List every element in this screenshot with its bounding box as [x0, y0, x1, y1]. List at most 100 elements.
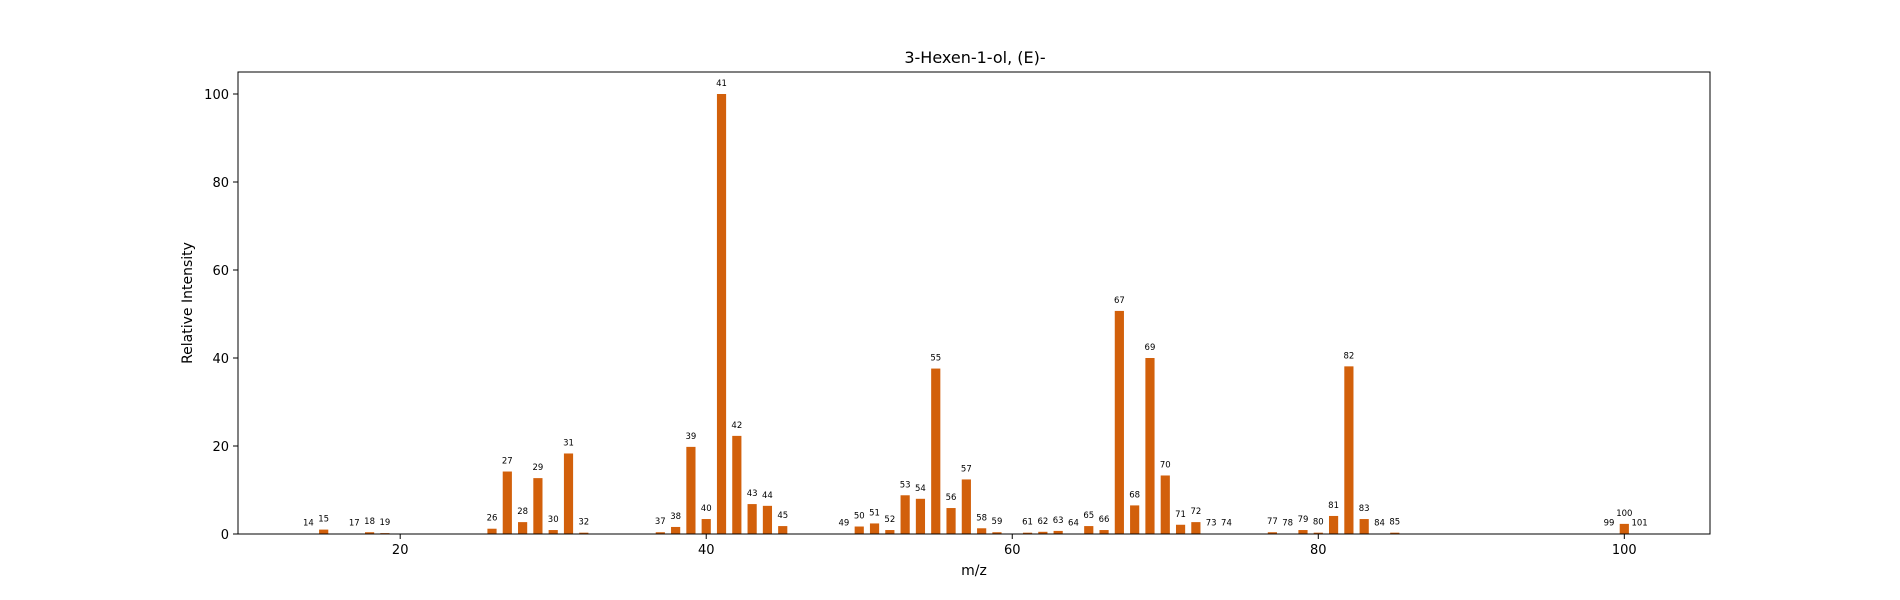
bar-label-mz-19: 19 [379, 518, 390, 528]
bar-label-mz-58: 58 [976, 513, 987, 523]
bar-mz-79 [1298, 530, 1308, 534]
bar-label-mz-42: 42 [731, 421, 742, 431]
bar-label-mz-54: 54 [915, 484, 926, 494]
bar-label-mz-77: 77 [1267, 517, 1278, 527]
bar-mz-72 [1191, 522, 1201, 534]
bar-mz-67 [1114, 310, 1124, 534]
x-tick-label-80: 80 [1310, 543, 1327, 558]
bar-label-mz-49: 49 [839, 519, 850, 529]
bar-label-mz-27: 27 [502, 457, 513, 467]
x-tick-label-60: 60 [1004, 543, 1021, 558]
bar-mz-66 [1099, 530, 1109, 534]
bar-label-mz-74: 74 [1221, 519, 1232, 529]
bar-label-mz-65: 65 [1083, 511, 1094, 521]
bar-label-mz-80: 80 [1313, 518, 1324, 528]
bar-labels-group: 14 15 17 18 19 26 27 28 29 30 31 32 37 38 39 40 41 42 43 44… [303, 79, 1648, 529]
bar-mz-38 [671, 526, 681, 534]
bar-mz-28 [518, 522, 528, 534]
bar-mz-65 [1084, 526, 1094, 534]
bar-label-mz-101: 101 [1631, 519, 1647, 529]
bar-mz-70 [1160, 475, 1170, 534]
bar-label-mz-15: 15 [318, 515, 329, 525]
bar-mz-53 [900, 495, 910, 534]
bar-mz-45 [778, 526, 788, 534]
bar-label-mz-78: 78 [1282, 519, 1293, 529]
bar-mz-82 [1344, 366, 1354, 534]
bars-group [303, 94, 1645, 534]
bar-label-mz-43: 43 [747, 489, 758, 499]
bar-label-mz-26: 26 [487, 514, 498, 524]
bar-mz-30 [548, 530, 558, 534]
bar-label-mz-56: 56 [946, 493, 957, 503]
bar-mz-27 [502, 471, 512, 534]
bar-mz-40 [701, 519, 711, 534]
bar-label-mz-52: 52 [884, 515, 895, 525]
bar-mz-85 [1390, 532, 1400, 534]
bar-mz-54 [915, 498, 926, 534]
bar-label-mz-50: 50 [854, 512, 865, 522]
bar-label-mz-79: 79 [1298, 515, 1309, 525]
bar-mz-59 [992, 532, 1002, 534]
bar-label-mz-71: 71 [1175, 510, 1186, 520]
bar-label-mz-67: 67 [1114, 296, 1125, 306]
bar-label-mz-37: 37 [655, 517, 666, 527]
x-axis: 20 40 60 80 100 [392, 534, 1637, 558]
bar-label-mz-63: 63 [1053, 516, 1064, 526]
bar-label-mz-68: 68 [1129, 490, 1140, 500]
bar-label-mz-31: 31 [563, 438, 574, 448]
bar-label-mz-32: 32 [578, 518, 589, 528]
y-tick-label-100: 100 [204, 88, 229, 103]
bar-mz-52 [885, 530, 895, 534]
bar-mz-80 [1313, 532, 1323, 534]
bar-mz-37 [655, 532, 665, 534]
y-tick-label-80: 80 [212, 176, 229, 191]
bar-label-mz-84: 84 [1374, 519, 1385, 529]
bar-label-mz-59: 59 [992, 517, 1003, 527]
bar-mz-51 [869, 523, 880, 534]
bar-label-mz-40: 40 [701, 504, 712, 514]
bar-mz-15 [319, 529, 329, 534]
bar-label-mz-61: 61 [1022, 518, 1033, 528]
bar-mz-61 [1022, 532, 1033, 534]
bar-label-mz-73: 73 [1206, 519, 1217, 529]
bar-mz-44 [762, 505, 773, 534]
bar-mz-31 [563, 453, 574, 534]
bar-mz-69 [1145, 358, 1155, 534]
bar-label-mz-29: 29 [532, 463, 543, 473]
bar-mz-32 [579, 532, 589, 534]
bar-label-mz-83: 83 [1359, 504, 1370, 514]
bar-label-mz-53: 53 [900, 480, 911, 490]
bar-mz-42 [732, 435, 742, 534]
bar-label-mz-69: 69 [1145, 343, 1156, 353]
x-tick-label-40: 40 [698, 543, 715, 558]
bar-label-mz-66: 66 [1099, 515, 1110, 525]
bar-label-mz-28: 28 [517, 507, 528, 517]
x-tick-label-20: 20 [392, 543, 409, 558]
bar-label-mz-81: 81 [1328, 501, 1339, 511]
bar-label-mz-62: 62 [1037, 517, 1048, 527]
y-tick-label-20: 20 [212, 440, 229, 455]
bar-label-mz-38: 38 [670, 512, 681, 522]
bar-label-mz-30: 30 [548, 515, 559, 525]
y-tick-label-60: 60 [212, 264, 229, 279]
bar-mz-39 [686, 446, 696, 534]
y-axis-label: Relative Intensity [180, 242, 196, 364]
bar-mz-63 [1053, 530, 1063, 534]
x-axis-label: m/z [961, 563, 987, 579]
bar-label-mz-85: 85 [1389, 518, 1400, 528]
bar-label-mz-17: 17 [349, 519, 360, 529]
bar-label-mz-45: 45 [777, 511, 788, 521]
bar-label-mz-70: 70 [1160, 460, 1171, 470]
bar-mz-26 [487, 528, 497, 534]
bar-mz-41 [716, 94, 727, 534]
bar-mz-100 [1619, 523, 1629, 534]
bar-mz-71 [1175, 524, 1186, 534]
bar-label-mz-14: 14 [303, 519, 314, 529]
bar-mz-68 [1130, 505, 1140, 534]
bar-label-mz-44: 44 [762, 491, 773, 501]
bar-label-mz-51: 51 [869, 508, 880, 518]
bar-mz-57 [961, 479, 971, 534]
bar-mz-43 [747, 504, 757, 534]
y-tick-label-40: 40 [212, 352, 229, 367]
